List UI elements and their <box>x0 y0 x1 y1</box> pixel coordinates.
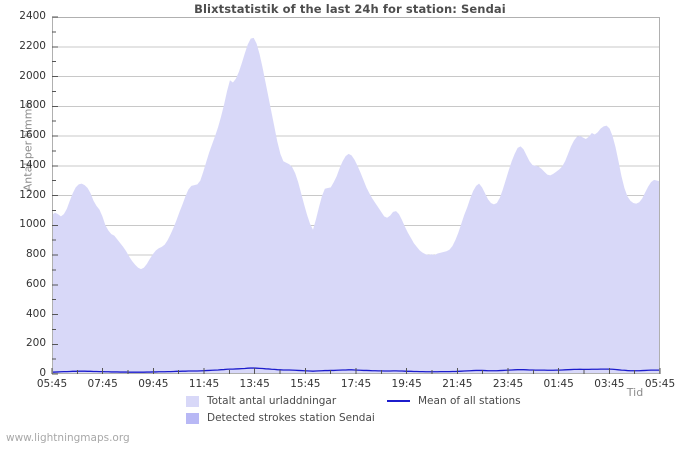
legend-label-detected: Detected strokes station Sendai <box>207 412 375 424</box>
x-axis-title: Tid <box>626 386 644 399</box>
legend-swatch-detected <box>186 412 199 424</box>
x-tick-label: 09:45 <box>138 378 169 390</box>
x-tick-label: 19:45 <box>391 378 422 390</box>
x-tick-label: 07:45 <box>87 378 118 390</box>
y-tick-label: 2200 <box>19 39 46 52</box>
y-tick-label: 0 <box>39 367 46 379</box>
legend-item-detected: Detected strokes station Sendai <box>186 411 375 425</box>
x-tick-label: 21:45 <box>442 378 473 390</box>
y-tick-label: 1600 <box>19 129 46 141</box>
y-tick-label: 2400 <box>19 10 46 22</box>
legend-item-mean: Mean of all stations <box>386 394 521 408</box>
x-tick-label: 03:45 <box>594 378 625 390</box>
y-tick-label: 400 <box>25 307 46 320</box>
x-tick-label: 01:45 <box>543 378 574 390</box>
y-tick-label: 600 <box>25 277 46 290</box>
y-tick-label: 1800 <box>19 99 46 112</box>
x-tick-label: 05:45 <box>36 378 68 390</box>
x-tick-label: 17:45 <box>340 378 372 390</box>
y-tick-label: 2000 <box>19 69 46 82</box>
y-tick-label: 200 <box>25 337 46 350</box>
data-series <box>51 37 660 374</box>
legend-label-total: Totalt antal urladdningar <box>207 395 337 407</box>
legend-label-mean: Mean of all stations <box>418 395 521 407</box>
x-tick-label: 11:45 <box>188 378 220 390</box>
x-tick-label: 05:45 <box>644 378 676 390</box>
axis-ticks <box>51 16 661 375</box>
y-tick-label: 1400 <box>19 158 46 171</box>
legend-column-area: Totalt antal urladdningar Detected strok… <box>186 394 375 428</box>
x-tick-label: 23:45 <box>492 378 524 390</box>
x-tick-label: 13:45 <box>239 378 270 390</box>
y-tick-label: 1000 <box>19 218 46 231</box>
legend-line-mean <box>387 400 410 402</box>
y-tick-label: 800 <box>25 248 46 260</box>
y-tick-label: 1200 <box>19 188 46 201</box>
footer-credit: www.lightningmaps.org <box>6 432 130 444</box>
legend-swatch-total <box>186 395 199 407</box>
chart-title: Blixtstatistik of the last 24h for stati… <box>194 2 506 16</box>
x-tick-label: 15:45 <box>290 378 321 390</box>
legend-item-total: Totalt antal urladdningar <box>186 394 375 408</box>
legend-column-line: Mean of all stations <box>386 394 521 411</box>
